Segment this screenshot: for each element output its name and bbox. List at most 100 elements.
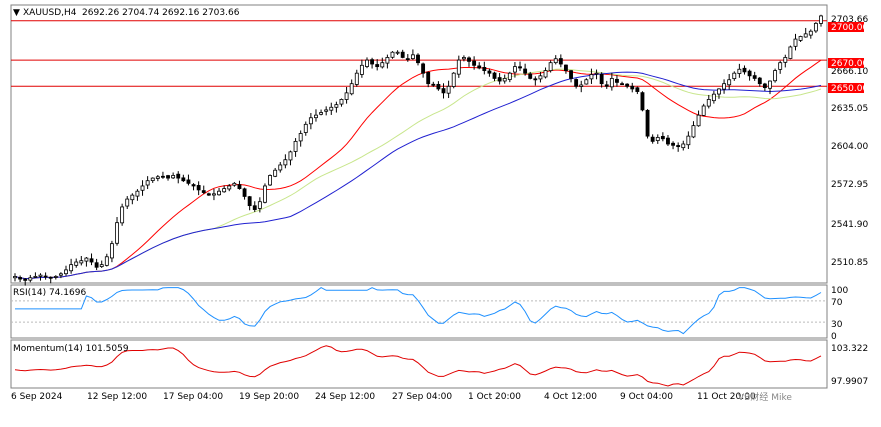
candle-body bbox=[635, 87, 640, 92]
candle-body bbox=[405, 58, 410, 61]
level-label-2700: 2700.00 bbox=[831, 23, 868, 33]
candle-body bbox=[201, 190, 206, 193]
candle-body bbox=[655, 137, 660, 141]
candle-body bbox=[604, 84, 609, 87]
symbol-dropdown-icon[interactable]: ▼ bbox=[13, 8, 20, 18]
candle-body bbox=[293, 140, 298, 152]
candle-body bbox=[584, 79, 589, 85]
candle-body bbox=[109, 243, 114, 259]
candle-body bbox=[390, 51, 395, 58]
candle-body bbox=[686, 135, 691, 146]
level-tag-2650 bbox=[828, 83, 864, 93]
candle-body bbox=[798, 36, 803, 41]
candle-body bbox=[747, 70, 752, 77]
candle-body bbox=[717, 88, 721, 95]
candle-body bbox=[354, 72, 359, 85]
candle-body bbox=[344, 92, 349, 100]
candle-body bbox=[507, 72, 512, 80]
candle-body bbox=[441, 88, 446, 94]
candle-body bbox=[395, 51, 400, 54]
candle-body bbox=[303, 123, 308, 133]
main-panel bbox=[10, 4, 828, 284]
candle-body bbox=[166, 175, 170, 179]
candle-body bbox=[385, 57, 390, 64]
candle-body bbox=[140, 185, 145, 191]
rsi-axis-0: 0 bbox=[831, 332, 837, 342]
candle-body bbox=[615, 78, 619, 83]
momentum-axis-top: 103.322 bbox=[831, 344, 868, 354]
time-label: 9 Oct 04:00 bbox=[620, 392, 673, 402]
candle-body bbox=[237, 184, 242, 189]
candle-body bbox=[232, 182, 237, 186]
candle-body bbox=[650, 136, 655, 142]
candle-body bbox=[273, 169, 278, 177]
candle-body bbox=[752, 75, 757, 79]
candle-body bbox=[574, 79, 579, 87]
watermark-text: VB财经 Mike bbox=[738, 391, 792, 403]
candle-body bbox=[217, 190, 221, 196]
candle-body bbox=[528, 73, 533, 79]
candle-body bbox=[691, 125, 696, 138]
candle-body bbox=[737, 68, 742, 74]
candle-body bbox=[257, 201, 262, 209]
price-tick: 2572.95 bbox=[831, 180, 868, 190]
candle-body bbox=[247, 196, 252, 207]
time-label: 6 Sep 2024 bbox=[11, 392, 63, 402]
candle-body bbox=[819, 15, 823, 24]
candle-body bbox=[227, 185, 232, 190]
candle-body bbox=[456, 59, 461, 75]
time-label: 1 Oct 20:00 bbox=[468, 392, 521, 402]
candle-body bbox=[722, 83, 727, 90]
candle-body bbox=[497, 77, 502, 82]
price-tick: 2604.00 bbox=[831, 142, 868, 152]
candle-body bbox=[676, 145, 681, 148]
candle-body bbox=[630, 85, 635, 90]
rsi-axis-70: 70 bbox=[831, 298, 843, 308]
price-tick: 2510.85 bbox=[831, 258, 868, 268]
price-tick: 2541.90 bbox=[831, 220, 868, 230]
candle-body bbox=[329, 106, 334, 111]
candle-body bbox=[206, 193, 211, 196]
candle-body bbox=[467, 57, 471, 62]
candle-body bbox=[120, 206, 125, 224]
candle-body bbox=[472, 60, 477, 66]
candle-body bbox=[482, 66, 487, 71]
candle-body bbox=[451, 72, 456, 87]
candle-body bbox=[171, 175, 176, 179]
candle-body bbox=[23, 278, 28, 281]
candle-body bbox=[13, 276, 17, 279]
candle-body bbox=[196, 185, 201, 191]
candle-body bbox=[701, 105, 706, 116]
time-label: 4 Oct 12:00 bbox=[544, 392, 597, 402]
candle-body bbox=[79, 260, 84, 264]
candle-body bbox=[548, 62, 553, 72]
candle-body bbox=[263, 185, 267, 203]
momentum-line bbox=[14, 345, 822, 387]
candle-body bbox=[324, 109, 329, 112]
candle-body bbox=[778, 62, 783, 70]
price-tick: 2635.05 bbox=[831, 104, 868, 114]
candle-body bbox=[308, 117, 313, 125]
candle-body bbox=[599, 74, 604, 85]
candle-body bbox=[793, 38, 798, 47]
candle-body bbox=[365, 59, 369, 67]
candle-body bbox=[564, 64, 568, 71]
current-price-label: 2703.66 bbox=[831, 15, 868, 25]
time-label: 27 Sep 04:00 bbox=[392, 392, 452, 402]
candle-body bbox=[115, 222, 119, 244]
candle-body bbox=[89, 258, 94, 263]
candle-body bbox=[558, 58, 563, 65]
level-label-2670: 2670.00 bbox=[831, 59, 868, 69]
candle-body bbox=[64, 269, 68, 275]
rsi-title: RSI(14) 74.1696 bbox=[13, 288, 86, 298]
candle-body bbox=[666, 137, 670, 145]
candle-body bbox=[533, 78, 538, 81]
candle-body bbox=[283, 159, 288, 166]
candle-body bbox=[416, 54, 420, 64]
candle-body bbox=[803, 33, 808, 38]
candle-body bbox=[783, 57, 788, 63]
candle-body bbox=[94, 262, 99, 268]
candle-body bbox=[579, 84, 584, 87]
candle-body bbox=[492, 72, 497, 79]
candle-body bbox=[48, 276, 53, 279]
